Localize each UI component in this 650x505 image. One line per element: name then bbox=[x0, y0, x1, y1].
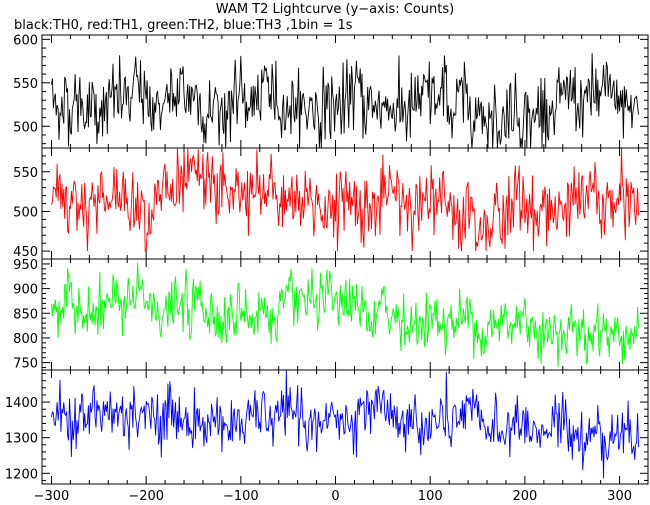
x-tick-label: 0 bbox=[331, 489, 339, 504]
y-tick-label: 800 bbox=[13, 332, 38, 347]
y-tick-label: 450 bbox=[13, 245, 38, 260]
panel-th0: 500 550 600 bbox=[13, 33, 649, 149]
x-tick-label: −100 bbox=[223, 489, 259, 504]
y-tick-label: 850 bbox=[13, 307, 38, 322]
y-tick-label: 1300 bbox=[5, 432, 38, 447]
chart-title: WAM T2 Lightcurve (y−axis: Counts) bbox=[216, 2, 454, 17]
series-line-th0 bbox=[51, 53, 639, 148]
y-tick-label: 950 bbox=[13, 258, 38, 273]
panels-group: 500 550 600 450 500 550 750 800 850 900 950 1200 130… bbox=[5, 33, 649, 485]
y-tick-label: 550 bbox=[13, 166, 38, 181]
y-tick-label: 1200 bbox=[5, 467, 38, 482]
y-tick-label: 550 bbox=[13, 77, 38, 92]
y-tick-label: 750 bbox=[13, 357, 38, 372]
panel-th3: 1200 1300 1400 bbox=[5, 369, 649, 485]
y-tick-label: 900 bbox=[13, 283, 38, 298]
series-line-th1 bbox=[51, 148, 639, 252]
x-tick-label: 200 bbox=[512, 489, 537, 504]
y-tick-label: 500 bbox=[13, 205, 38, 220]
chart-subtitle: black:TH0, red:TH1, green:TH2, blue:TH3 … bbox=[14, 18, 353, 33]
y-tick-label: 600 bbox=[13, 33, 38, 48]
series-line-th3 bbox=[51, 370, 639, 479]
series-line-th2 bbox=[51, 262, 639, 368]
panel-frame bbox=[41, 258, 649, 371]
x-tick-label: 300 bbox=[607, 489, 632, 504]
panel-th2: 750 800 850 900 950 bbox=[13, 258, 649, 372]
x-tick-label: −300 bbox=[34, 489, 70, 504]
x-axis: −300 −200 −100 0 100 200 300 bbox=[34, 489, 632, 504]
y-tick-label: 500 bbox=[13, 120, 38, 135]
y-tick-label: 1400 bbox=[5, 396, 38, 411]
x-tick-label: −200 bbox=[128, 489, 164, 504]
panel-frame bbox=[41, 369, 649, 485]
panel-th1: 450 500 550 bbox=[13, 147, 649, 260]
x-tick-label: 100 bbox=[418, 489, 443, 504]
